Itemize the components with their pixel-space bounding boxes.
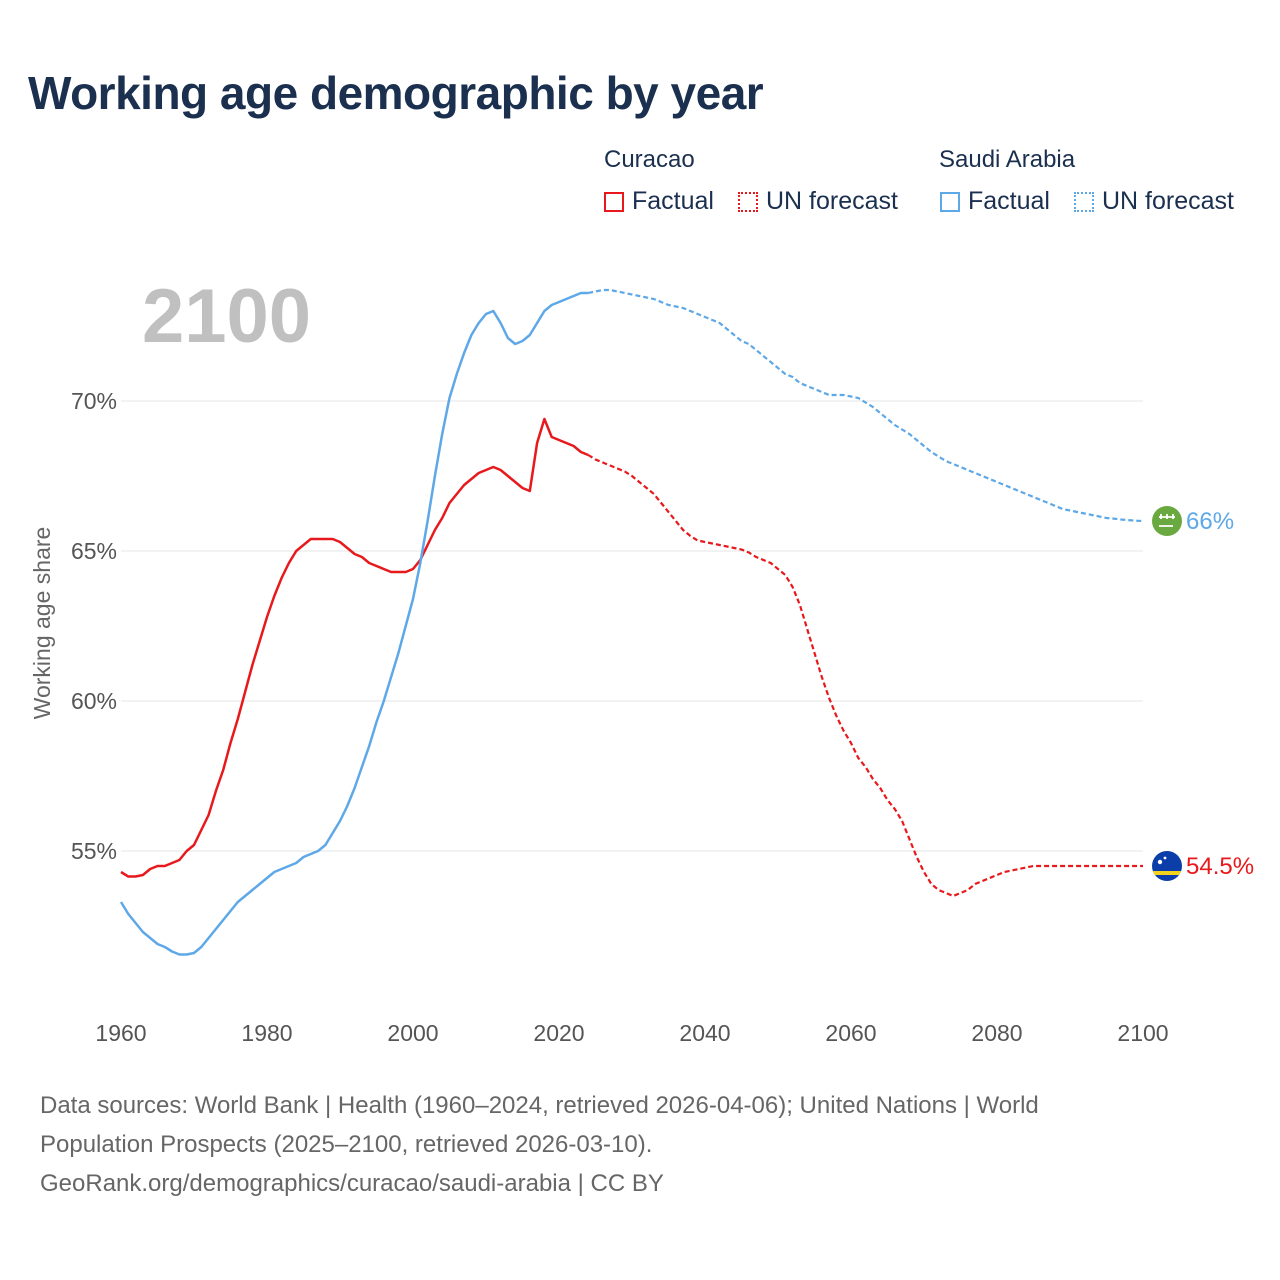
legend-swatch-solid xyxy=(604,191,624,212)
saudi-arabia-factual-line[interactable] xyxy=(119,291,589,956)
footer-attribution-link[interactable]: GeoRank.org/demographics/curacao/saudi-a… xyxy=(40,1170,664,1197)
saudi-flag-emblem xyxy=(1159,514,1175,527)
curacao-flag-star xyxy=(1163,856,1167,860)
legend-item-saudi-arabia-forecast[interactable]: UN forecast xyxy=(1074,187,1234,216)
curacao-end-marker: 54.5% xyxy=(1152,851,1254,881)
legend-label: UN forecast xyxy=(1102,187,1234,215)
x-tick-label-2060: 2060 xyxy=(825,1020,876,1046)
curacao-flag-star xyxy=(1157,859,1163,865)
legend-group-saudi-arabia: Saudi Arabia xyxy=(939,146,1076,173)
legend-label: UN forecast xyxy=(766,187,898,215)
y-axis-ticks: 55% 60% 65% 70% xyxy=(71,388,117,864)
legend-label: Factual xyxy=(968,187,1050,215)
x-tick-label-2020: 2020 xyxy=(533,1020,584,1046)
footer-source-line-2: Population Prospects (2025–2100, retriev… xyxy=(40,1131,653,1158)
y-tick-label: 55% xyxy=(71,838,117,864)
y-tick-label: 70% xyxy=(71,388,117,414)
curacao-factual-line[interactable] xyxy=(120,417,589,878)
legend-item-saudi-arabia-factual[interactable]: Factual xyxy=(940,187,1050,216)
saudi-arabia-flag-icon xyxy=(1152,506,1182,536)
x-tick-label-2000: 2000 xyxy=(387,1020,438,1046)
x-tick-label-2040: 2040 xyxy=(679,1020,730,1046)
chart-title: Working age demographic by year xyxy=(28,67,764,119)
year-overlay: 2100 xyxy=(142,274,311,359)
y-axis-title: Working age share xyxy=(29,527,55,720)
legend-swatch-dotted xyxy=(1074,191,1094,212)
legend-swatch-dotted xyxy=(738,191,758,212)
grid-lines xyxy=(121,400,1143,852)
series-lines xyxy=(119,288,1144,956)
curacao-end-value: 54.5% xyxy=(1186,853,1254,880)
saudi-arabia-end-value: 66% xyxy=(1186,508,1234,535)
curacao-flag-icon xyxy=(1152,851,1182,881)
y-tick-label: 60% xyxy=(71,688,117,714)
x-axis-ticks: 1960 1980 2000 2020 2040 2060 2080 2100 xyxy=(95,1020,1168,1046)
saudi-arabia-forecast-line[interactable] xyxy=(587,288,1144,523)
y-tick-label: 65% xyxy=(71,538,117,564)
footer-source-line-1: Data sources: World Bank | Health (1960–… xyxy=(40,1092,1039,1119)
curacao-forecast-line[interactable] xyxy=(587,454,1143,898)
legend-swatch-solid xyxy=(940,191,960,212)
footer: Data sources: World Bank | Health (1960–… xyxy=(40,1086,1240,1203)
line-chart: 2100 55% 60% 65% 70% 1960 1980 2000 2020 2040 20… xyxy=(29,274,1254,1046)
legend-item-curacao-forecast[interactable]: UN forecast xyxy=(738,187,898,216)
x-tick-label-1980: 1980 xyxy=(241,1020,292,1046)
end-markers: 54.5% 66% xyxy=(1152,506,1254,881)
x-tick-label-2100: 2100 xyxy=(1117,1020,1168,1046)
legend-group-curacao: Curacao xyxy=(604,146,695,173)
x-tick-label-1960: 1960 xyxy=(95,1020,146,1046)
x-tick-label-2080: 2080 xyxy=(971,1020,1022,1046)
legend-item-curacao-factual[interactable]: Factual xyxy=(604,187,714,216)
curacao-flag-stripe xyxy=(1152,871,1182,875)
legend-label: Factual xyxy=(632,187,714,215)
saudi-arabia-end-marker: 66% xyxy=(1152,506,1234,536)
